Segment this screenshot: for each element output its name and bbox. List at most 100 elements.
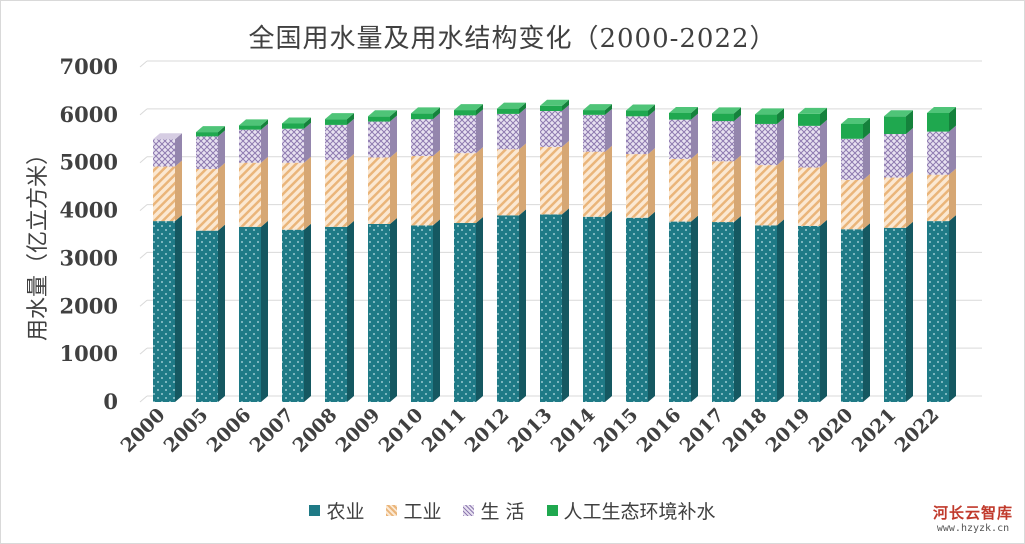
gridline-depth	[139, 108, 148, 116]
bar-2000-series-0	[153, 221, 175, 402]
bar-2014-series-1	[583, 151, 605, 217]
bar-2016-series-3	[669, 112, 691, 120]
bar-side-2018-series-0	[777, 219, 784, 402]
bar-side-2013-series-0	[562, 208, 569, 402]
y-tick-label: 5000	[60, 150, 118, 175]
bar-2012-series-0	[497, 215, 519, 402]
bar-2017-series-2	[712, 121, 734, 162]
bar-2022-series-3	[927, 112, 949, 132]
bar-top-2018	[755, 108, 784, 115]
bar-2020-series-1	[841, 179, 863, 230]
bar-2013-series-0	[540, 214, 562, 402]
watermark: 河长云智库 www.hzyzk.cn	[933, 502, 1013, 534]
bar-side-2007-series-0	[304, 223, 311, 402]
y-tick-label: 3000	[60, 245, 118, 270]
bar-side-2020-series-1	[863, 173, 870, 230]
bar-2014-series-2	[583, 114, 605, 152]
bar-2009-series-2	[368, 121, 390, 158]
bar-2008-series-1	[325, 159, 347, 227]
bar-side-2006-series-0	[261, 220, 268, 402]
bar-side-2008-series-3	[347, 113, 354, 125]
legend-swatch	[463, 505, 475, 516]
bar-2022-series-2	[927, 131, 949, 175]
x-tick-label: 2009	[332, 404, 385, 457]
bar-side-2019-series-3	[820, 107, 827, 126]
bar-top-2005	[196, 126, 225, 133]
bar-2007-series-2	[282, 128, 304, 163]
bar-2013-series-1	[540, 146, 562, 215]
bar-side-2016-series-1	[691, 152, 698, 222]
bar-side-2010-series-3	[433, 107, 440, 120]
x-tick-label: 2018	[719, 404, 772, 457]
bar-top-2019	[798, 107, 827, 114]
y-tick-label: 7000	[60, 54, 118, 79]
legend-swatch	[386, 505, 398, 516]
bar-side-2007-series-3	[304, 117, 311, 129]
x-tick-label: 2022	[891, 404, 944, 457]
bar-2018-series-0	[755, 225, 777, 402]
bar-side-2010-series-2	[433, 113, 440, 157]
bar-2006-series-2	[239, 129, 261, 163]
bar-2006-series-0	[239, 226, 261, 402]
bar-side-2019-series-0	[820, 219, 827, 402]
bar-2011-series-2	[454, 115, 476, 154]
y-tick-label: 4000	[60, 198, 118, 223]
bar-side-2006-series-1	[261, 156, 268, 227]
bar-side-2019-series-2	[820, 119, 827, 168]
bar-side-2012-series-2	[519, 107, 526, 150]
bar-side-2008-series-0	[347, 220, 354, 402]
bar-side-2013-series-3	[562, 99, 569, 112]
bar-2010-series-2	[411, 119, 433, 157]
bar-side-2011-series-3	[476, 104, 483, 116]
bar-side-2009-series-0	[390, 217, 397, 402]
bar-2021-series-2	[884, 134, 906, 178]
bar-top-2014	[583, 104, 612, 111]
bar-side-2009-series-3	[390, 110, 397, 122]
bar-side-2010-series-0	[433, 219, 440, 402]
bar-side-2006-series-2	[261, 123, 268, 163]
bar-side-2018-series-2	[777, 117, 784, 166]
bar-top-2021	[884, 110, 913, 117]
bar-2019-series-0	[798, 225, 820, 402]
bar-side-2016-series-2	[691, 113, 698, 159]
x-tick-label: 2008	[289, 404, 342, 457]
bar-2015-series-1	[626, 154, 648, 218]
bar-2009-series-0	[368, 223, 390, 402]
bar-2006-series-3	[239, 125, 261, 130]
bar-2006-series-1	[239, 162, 261, 227]
bar-side-2009-series-1	[390, 151, 397, 224]
bar-side-2017-series-0	[734, 216, 741, 402]
bar-2010-series-0	[411, 225, 433, 402]
x-tick-label: 2020	[805, 404, 858, 457]
bar-side-2005-series-2	[218, 130, 225, 169]
bar-side-2012-series-1	[519, 143, 526, 216]
x-tick-label: 2006	[203, 404, 256, 457]
x-tick-label: 2007	[246, 404, 299, 457]
bar-2005-series-3	[196, 132, 218, 137]
y-tick-label: 1000	[60, 341, 118, 366]
bar-2016-series-1	[669, 158, 691, 222]
bar-top-2000	[153, 133, 182, 140]
bar-side-2000-series-0	[175, 215, 182, 402]
bar-side-2011-series-0	[476, 217, 483, 402]
bar-side-2017-series-2	[734, 115, 741, 162]
bar-top-2015	[626, 104, 655, 111]
legend-item: 农业	[309, 497, 364, 524]
y-tick-label: 0	[103, 389, 118, 414]
bar-side-2012-series-3	[519, 102, 526, 114]
bar-side-2011-series-2	[476, 109, 483, 154]
bar-2020-series-3	[841, 123, 863, 139]
bar-side-2016-series-3	[691, 106, 698, 120]
bar-side-2022-series-1	[949, 168, 956, 222]
bar-2012-series-2	[497, 113, 519, 150]
gridline-depth	[139, 299, 148, 307]
x-tick-label: 2021	[848, 404, 901, 457]
bar-2019-series-2	[798, 125, 820, 168]
bar-2008-series-3	[325, 119, 347, 125]
x-tick-label: 2012	[461, 404, 514, 457]
bar-2017-series-0	[712, 222, 734, 402]
bar-side-2019-series-1	[820, 161, 827, 226]
bar-2021-series-0	[884, 227, 906, 402]
bar-side-2021-series-2	[906, 128, 913, 178]
bar-side-2015-series-2	[648, 110, 655, 155]
